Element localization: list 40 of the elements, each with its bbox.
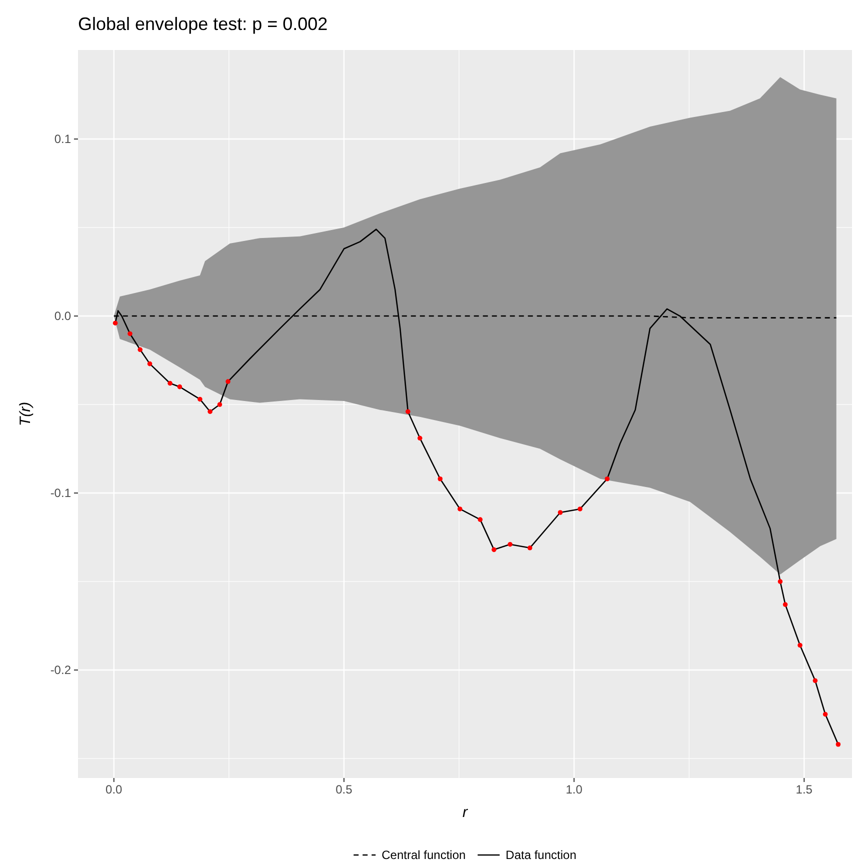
point (438, 476, 443, 482)
point (217, 402, 222, 407)
point (478, 517, 483, 522)
point (492, 547, 496, 552)
y-axis-title: T(r) (17, 402, 34, 426)
y-tick-label: -0.1 (50, 486, 72, 500)
point (406, 409, 410, 414)
point (198, 396, 202, 402)
point (168, 380, 172, 386)
point (798, 642, 802, 648)
point (112, 320, 118, 326)
point (508, 542, 512, 547)
point (527, 546, 532, 550)
point (822, 712, 828, 717)
point (604, 476, 610, 482)
point (147, 361, 152, 366)
legend-label: Central function (382, 848, 466, 862)
y-tick-label: -0.2 (50, 662, 72, 677)
point (578, 506, 582, 512)
chart-title: Global envelope test: p = 0.002 (78, 14, 328, 34)
point (836, 742, 841, 747)
x-tick-label: 0.5 (336, 782, 353, 797)
point (812, 678, 818, 684)
y-tick-label: 0.1 (54, 132, 72, 146)
point (138, 347, 143, 352)
point (208, 409, 212, 414)
x-tick-label: 1.0 (566, 782, 583, 797)
point (418, 436, 422, 441)
point (128, 331, 132, 336)
point (558, 510, 563, 515)
point (778, 579, 783, 584)
x-tick-label: 0.0 (106, 782, 123, 797)
x-tick-label: 1.5 (796, 782, 813, 797)
point (226, 379, 230, 384)
y-tick-label: 0.0 (54, 308, 72, 323)
point (458, 506, 462, 512)
legend-label: Data function (506, 848, 576, 862)
point (177, 384, 182, 390)
x-axis-title: r (462, 804, 468, 821)
point (782, 602, 788, 607)
